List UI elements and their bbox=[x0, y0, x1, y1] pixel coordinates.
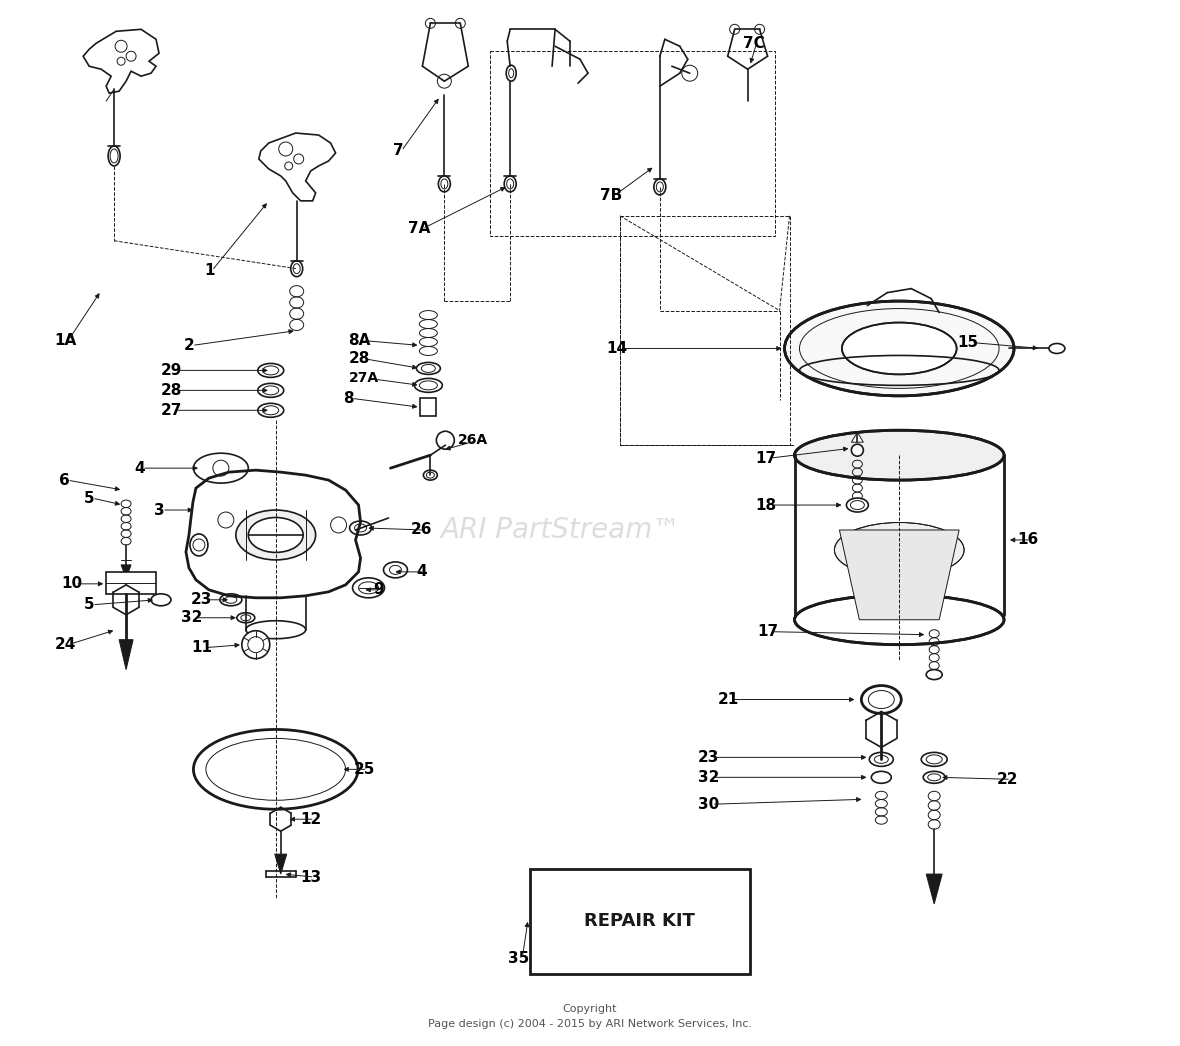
Ellipse shape bbox=[236, 510, 315, 560]
Ellipse shape bbox=[242, 631, 270, 659]
Circle shape bbox=[852, 445, 864, 456]
Ellipse shape bbox=[785, 301, 1014, 395]
Text: 30: 30 bbox=[697, 797, 719, 812]
Text: 8: 8 bbox=[343, 391, 354, 406]
Text: 26: 26 bbox=[411, 523, 432, 538]
Text: REPAIR KIT: REPAIR KIT bbox=[584, 912, 695, 931]
Text: Page design (c) 2004 - 2015 by ARI Network Services, Inc.: Page design (c) 2004 - 2015 by ARI Netwo… bbox=[428, 1019, 752, 1028]
Text: 17: 17 bbox=[755, 451, 776, 465]
Text: 4: 4 bbox=[135, 460, 145, 476]
Bar bbox=[620, 215, 789, 446]
Text: 1A: 1A bbox=[54, 333, 77, 348]
Text: 22: 22 bbox=[997, 772, 1018, 787]
Ellipse shape bbox=[841, 322, 957, 374]
Polygon shape bbox=[852, 432, 864, 442]
Text: 26A: 26A bbox=[458, 433, 489, 448]
Text: 7: 7 bbox=[393, 143, 404, 159]
Ellipse shape bbox=[1049, 343, 1064, 354]
Text: 25: 25 bbox=[354, 761, 375, 777]
Bar bbox=[106, 572, 156, 594]
Text: 1: 1 bbox=[204, 264, 215, 278]
Text: 7C: 7C bbox=[742, 36, 765, 51]
Text: 7A: 7A bbox=[408, 222, 431, 236]
Ellipse shape bbox=[834, 523, 964, 577]
Polygon shape bbox=[122, 565, 131, 577]
Ellipse shape bbox=[384, 562, 407, 577]
Text: 23: 23 bbox=[697, 750, 719, 765]
Ellipse shape bbox=[353, 577, 385, 598]
Polygon shape bbox=[839, 530, 959, 619]
Text: 27A: 27A bbox=[348, 371, 379, 385]
Text: 13: 13 bbox=[301, 869, 322, 885]
Text: 29: 29 bbox=[160, 363, 183, 378]
Text: ARI PartStream™: ARI PartStream™ bbox=[440, 516, 680, 544]
Text: 16: 16 bbox=[1017, 532, 1038, 547]
Circle shape bbox=[330, 517, 347, 533]
Ellipse shape bbox=[926, 669, 942, 680]
Text: 24: 24 bbox=[54, 637, 76, 652]
Text: Copyright: Copyright bbox=[563, 1004, 617, 1014]
Text: 9: 9 bbox=[374, 583, 385, 597]
Text: 7B: 7B bbox=[599, 188, 622, 203]
Ellipse shape bbox=[861, 685, 902, 713]
Ellipse shape bbox=[248, 518, 303, 552]
Bar bbox=[530, 869, 749, 974]
Text: 12: 12 bbox=[301, 812, 322, 826]
Text: 4: 4 bbox=[417, 565, 427, 579]
Text: 6: 6 bbox=[59, 473, 70, 487]
Ellipse shape bbox=[151, 594, 171, 606]
Text: 27: 27 bbox=[160, 403, 183, 417]
Text: 35: 35 bbox=[509, 952, 530, 967]
Text: 28: 28 bbox=[348, 351, 371, 366]
Text: 2: 2 bbox=[184, 338, 195, 353]
Text: 21: 21 bbox=[717, 692, 739, 707]
Ellipse shape bbox=[190, 533, 208, 555]
Ellipse shape bbox=[923, 771, 945, 783]
Text: 8A: 8A bbox=[348, 333, 371, 348]
Bar bbox=[420, 399, 437, 416]
Text: 32: 32 bbox=[697, 770, 719, 784]
Ellipse shape bbox=[794, 430, 1004, 480]
Polygon shape bbox=[119, 640, 133, 669]
Ellipse shape bbox=[846, 498, 868, 513]
Polygon shape bbox=[926, 874, 942, 904]
Text: 5: 5 bbox=[84, 491, 94, 505]
Text: 17: 17 bbox=[758, 624, 779, 639]
Text: 23: 23 bbox=[191, 592, 212, 608]
Bar bbox=[490, 51, 774, 235]
Ellipse shape bbox=[794, 595, 1004, 644]
Text: 18: 18 bbox=[755, 498, 776, 513]
Text: 28: 28 bbox=[160, 383, 183, 397]
Text: 3: 3 bbox=[155, 502, 165, 518]
Polygon shape bbox=[275, 855, 287, 874]
Text: 10: 10 bbox=[61, 576, 83, 591]
Text: 11: 11 bbox=[191, 640, 212, 655]
Text: 5: 5 bbox=[84, 597, 94, 612]
Ellipse shape bbox=[922, 752, 948, 767]
Text: 14: 14 bbox=[607, 341, 627, 356]
Text: 32: 32 bbox=[181, 610, 202, 626]
Text: 15: 15 bbox=[957, 335, 978, 350]
